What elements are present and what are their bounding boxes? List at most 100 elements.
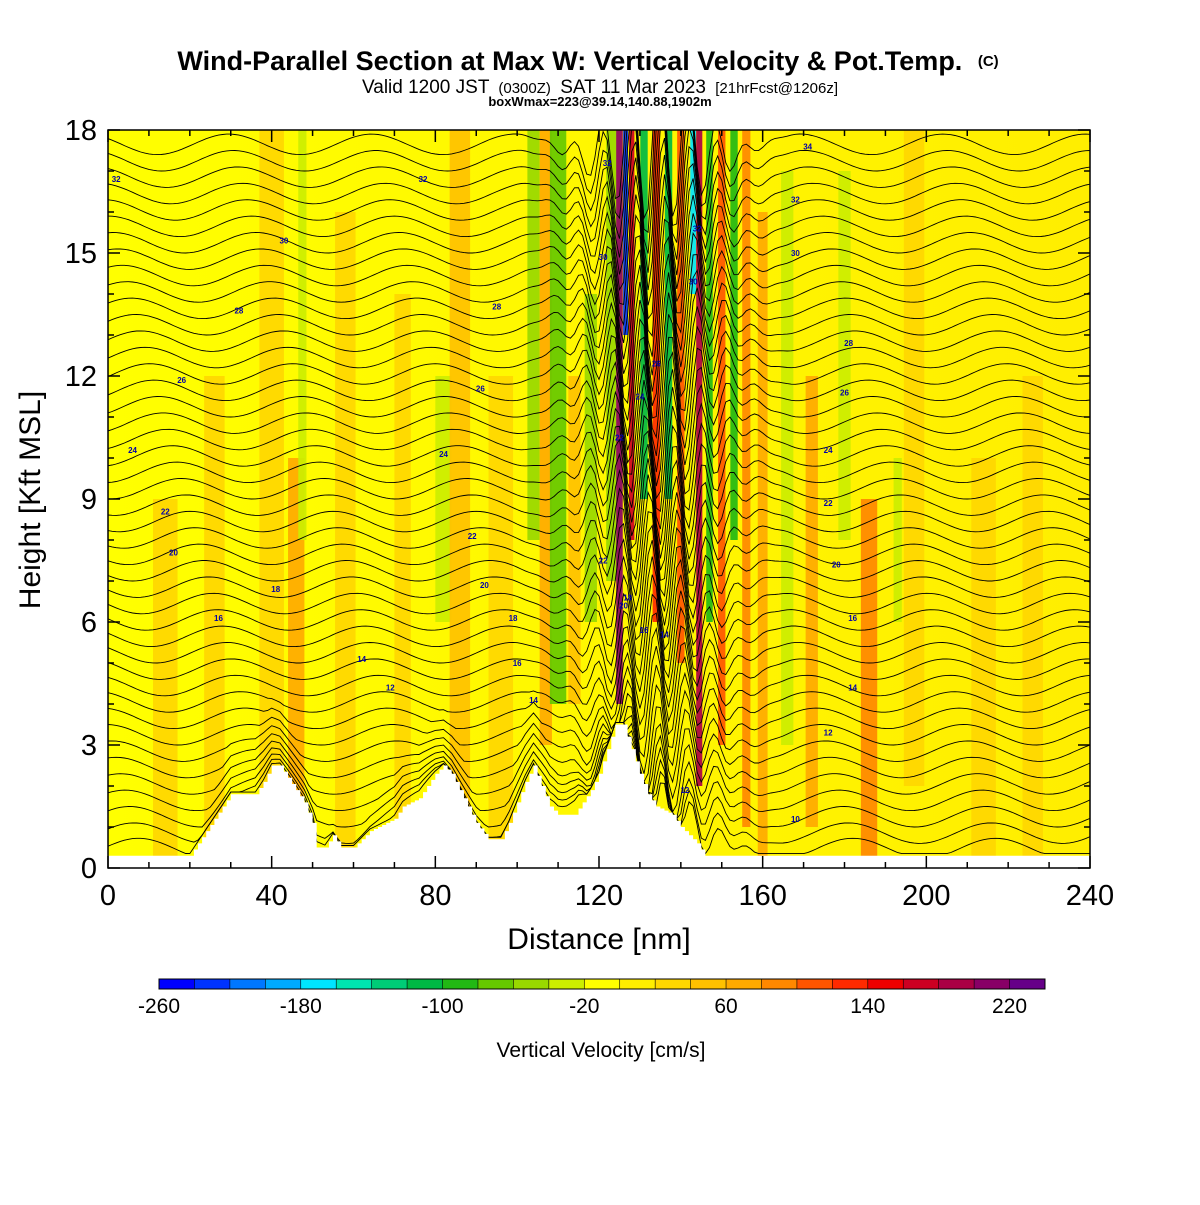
y-tick-label: 3 xyxy=(81,730,97,762)
colorbar-swatch xyxy=(903,979,940,989)
contour-label: 26 xyxy=(476,384,485,393)
contour-label: 14 xyxy=(529,696,538,705)
theta-contour-16 xyxy=(108,524,1090,639)
x-tick-label: 0 xyxy=(100,880,116,912)
velocity-band-5 xyxy=(335,212,356,868)
theta-contour-34 xyxy=(108,218,1090,376)
theta-contour-36 xyxy=(108,174,1090,338)
contour-label: 16 xyxy=(848,614,857,623)
contour-label: 24 xyxy=(128,446,137,455)
colorbar-swatch xyxy=(407,979,444,989)
contour-label: 34 xyxy=(803,142,812,151)
contour-label: 22 xyxy=(468,532,477,541)
velocity-band-1 xyxy=(204,376,225,868)
colorbar-tick-label: 140 xyxy=(850,995,885,1018)
velocity-band-27 xyxy=(730,130,738,540)
colorbar-swatch xyxy=(442,979,479,989)
potential-temperature-contours xyxy=(108,130,1090,855)
colorbar-swatch xyxy=(513,979,550,989)
colorbar-swatch xyxy=(867,979,904,989)
contour-labels: 32 32 32 32 34 32 30 30 30 30 28 28 28 26 26 26 26 24 24 24… xyxy=(112,142,858,823)
colorbar-swatch xyxy=(619,979,656,989)
velocity-band-2 xyxy=(259,130,284,868)
theta-contour-8 xyxy=(108,664,1090,758)
colorbar-swatch xyxy=(974,979,1011,989)
subtitle-date: SAT 11 Mar 2023 xyxy=(560,77,706,98)
y-tick-label: 6 xyxy=(81,607,97,639)
contour-label: 32 xyxy=(693,224,702,233)
contour-label: 26 xyxy=(652,360,661,369)
theta-contour-32 xyxy=(108,253,1090,406)
theta-contour-31 xyxy=(108,272,1090,419)
theta-contour-35 xyxy=(108,195,1090,357)
theta-contour-42 xyxy=(108,130,1090,234)
velocity-band-6 xyxy=(394,294,411,868)
colorbar-tick-label: 60 xyxy=(714,995,737,1018)
chart-title: Wind-Parallel Section at Max W: Vertical… xyxy=(177,46,998,76)
y-axis-label: Height [Kft MSL] xyxy=(14,391,47,609)
velocity-band-13 xyxy=(568,376,581,704)
y-tick-label: 15 xyxy=(65,238,97,270)
contour-label: 14 xyxy=(660,630,669,639)
contour-label: 24 xyxy=(824,446,833,455)
chart-title-text: Wind-Parallel Section at Max W: Vertical… xyxy=(177,46,962,76)
contour-label: 22 xyxy=(599,557,608,566)
theta-contour-10 xyxy=(108,627,1090,727)
theta-contour-7 xyxy=(108,678,1090,774)
theta-contour-18 xyxy=(108,490,1090,612)
velocity-band-7 xyxy=(435,376,452,622)
velocity-band-8 xyxy=(449,130,471,868)
colorbar-swatch xyxy=(1009,979,1046,989)
y-axis: 0 3 6 9 12 15 18 xyxy=(65,115,1090,885)
theta-contour-29 xyxy=(108,314,1090,456)
theta-contour-41 xyxy=(108,130,1090,254)
theta-contour-19 xyxy=(108,474,1090,598)
colorbar-tick-label: -20 xyxy=(569,995,599,1018)
colorbar-swatch xyxy=(761,979,798,989)
colorbar-swatch xyxy=(265,979,302,989)
theta-contour-12 xyxy=(108,593,1090,693)
contour-label: 18 xyxy=(509,614,518,623)
velocity-band-20 xyxy=(652,130,660,622)
contour-label: 28 xyxy=(234,306,243,315)
colorbar-swatch xyxy=(194,979,231,989)
x-axis-label: Distance [nm] xyxy=(507,923,690,956)
contour-label: 12 xyxy=(386,684,395,693)
colorbar-swatch xyxy=(832,979,869,989)
contour-label: 16 xyxy=(513,659,522,668)
colorbar-swatch xyxy=(477,979,514,989)
colorbar-swatch xyxy=(159,979,195,989)
contour-label: 32 xyxy=(791,196,800,205)
theta-contour-6 xyxy=(108,692,1090,784)
theta-contour-37 xyxy=(108,155,1090,320)
colorbar-swatch xyxy=(938,979,975,989)
colorbar-swatch xyxy=(796,979,833,989)
contour-label: 28 xyxy=(492,302,501,311)
chart-title-mark: (C) xyxy=(978,53,999,70)
velocity-band-37 xyxy=(1022,376,1043,868)
x-tick-label: 240 xyxy=(1066,880,1114,912)
x-tick-label: 40 xyxy=(256,880,288,912)
velocity-band-29 xyxy=(757,212,768,868)
colorbar-swatch xyxy=(336,979,373,989)
colorbar-tick-label: 220 xyxy=(992,995,1027,1018)
theta-contour-22 xyxy=(108,430,1090,559)
y-tick-label: 9 xyxy=(81,484,97,516)
chart-subtitle: Valid 1200 JST (0300Z) SAT 11 Mar 2023 [… xyxy=(362,77,838,98)
contour-label: 20 xyxy=(480,581,489,590)
colorbar-frame xyxy=(158,978,1046,990)
y-tick-label: 18 xyxy=(65,115,97,147)
velocity-band-36 xyxy=(971,458,996,868)
theta-contour-38 xyxy=(108,137,1090,306)
velocity-band-28 xyxy=(742,130,751,827)
theta-contour-5 xyxy=(108,705,1090,800)
contour-label: 14 xyxy=(848,684,857,693)
y-tick-label: 0 xyxy=(81,853,97,885)
velocity-band-33 xyxy=(860,499,878,868)
x-tick-label: 120 xyxy=(575,880,623,912)
theta-contour-9 xyxy=(108,645,1090,741)
colorbar-tick-label: -180 xyxy=(280,995,322,1018)
colorbar-swatch xyxy=(300,979,337,989)
contour-label: 12 xyxy=(680,786,689,795)
colorbar-swatch xyxy=(548,979,585,989)
